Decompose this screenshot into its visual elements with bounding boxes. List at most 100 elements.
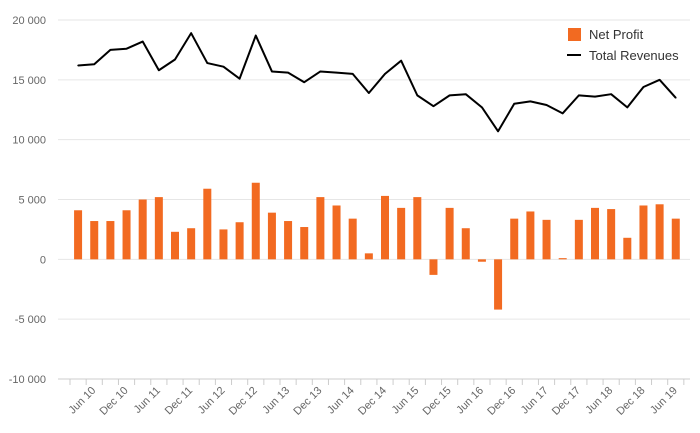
total-revenues-point [578,94,580,97]
x-tick-label: Jun 19 [648,385,680,417]
y-tick-label: 20 000 [12,15,46,27]
total-revenues-point [335,71,338,74]
total-revenues-point [416,94,419,97]
net-profit-bar [235,222,244,260]
total-revenues-point [384,73,386,75]
x-tick-label: Dec 13 [291,385,324,418]
total-revenues-point [497,130,499,133]
y-tick-label: 15 000 [12,75,46,87]
total-revenues-point [368,92,370,94]
total-revenues-point [125,47,128,50]
net-profit-bar [106,221,115,260]
net-profit-bar [461,228,470,260]
net-profit-bar [542,219,551,260]
x-tick-label: Dec 16 [485,385,518,418]
legend-swatch-net-profit [568,28,581,41]
x-tick-label: Jun 16 [454,385,486,417]
total-revenues-point [109,49,112,51]
total-revenues-point [513,102,516,105]
x-tick-label: Jun 18 [583,385,615,417]
total-revenues-point [545,104,548,106]
total-revenues-point [351,73,354,75]
total-revenues-point [464,93,467,95]
x-tick-label: Dec 18 [614,385,647,418]
total-revenues-point [561,112,564,115]
net-profit-bar [477,259,486,262]
total-revenues-point [174,58,176,61]
total-revenues-point [658,79,661,81]
x-tick-label: Jun 12 [196,385,228,417]
net-profit-bar [591,207,599,260]
net-profit-bar [203,188,212,260]
x-tick-label: Dec 11 [163,385,196,418]
axes: 20 000 15 000 10 000 5 000 0 -5 000 -10 000 Jun… [9,15,690,418]
total-revenues-point [190,32,192,34]
net-profit-bar [348,218,357,260]
total-revenues-point [287,71,289,74]
x-tick-label: Jun 11 [132,385,163,416]
net-profit-bar [655,204,664,260]
total-revenues-point [206,62,209,64]
x-tick-label: Jun 17 [519,385,551,417]
y-tick-label: 10 000 [12,135,46,147]
net-profit-bar [154,197,163,260]
total-revenues-point [594,95,596,98]
total-revenues-point [222,65,225,68]
x-tick-label: Dec 12 [227,385,260,418]
total-revenues-point [642,86,645,88]
total-revenues-line-group [77,32,677,133]
x-tick-label: Dec 15 [421,385,454,418]
net-profit-bar [284,221,293,260]
net-profit-bar [171,231,179,260]
x-tick-label: Jun 13 [260,385,292,417]
legend-label-total-revenues: Total Revenues [589,48,679,63]
total-revenues-point [432,105,435,107]
x-tick-label: Dec 17 [550,385,583,418]
total-revenues-point [448,94,451,97]
total-revenues-point [238,77,241,80]
net-profit-bar [623,237,632,260]
net-profit-bar [300,227,309,260]
net-profit-bar [574,219,583,260]
net-profit-bar [494,259,503,310]
total-revenues-point [529,100,532,103]
net-profit-bar [364,253,373,260]
net-profit-bar [267,212,276,260]
net-profit-bar [671,218,680,260]
x-tick-label: Dec 10 [98,385,131,418]
total-revenues-point [141,40,144,43]
total-revenues-point [626,106,629,109]
net-profit-bar [445,207,454,260]
net-profit-bar [429,259,438,275]
net-profit-bar [74,210,83,260]
net-profit-bar [138,199,147,260]
net-profit-bars [74,182,680,310]
legend-label-net-profit: Net Profit [589,27,644,42]
y-tick-label: 5 000 [18,195,46,207]
net-profit-bar [413,197,422,260]
total-revenues-point [319,70,322,73]
net-profit-bar [219,229,228,260]
grid-lines [58,19,690,380]
total-revenues-point [610,93,612,95]
total-revenues-point [77,64,79,67]
net-profit-bar [397,207,406,260]
net-profit-bar [607,209,616,260]
total-revenues-point [674,96,677,99]
net-profit-bar [316,197,325,260]
total-revenues-point [93,63,96,66]
net-profit-bar [526,211,535,260]
net-profit-bar [90,221,99,260]
net-profit-bar [639,205,648,260]
total-revenues-point [400,59,402,62]
net-profit-bar [381,195,389,260]
total-revenues-point [481,106,483,109]
y-tick-label: 0 [40,254,46,266]
x-tick-label: Jun 15 [390,385,422,417]
total-revenues-line [78,32,677,133]
total-revenues-point [303,81,306,84]
net-profit-bar [558,258,567,260]
net-profit-bar [122,210,131,260]
